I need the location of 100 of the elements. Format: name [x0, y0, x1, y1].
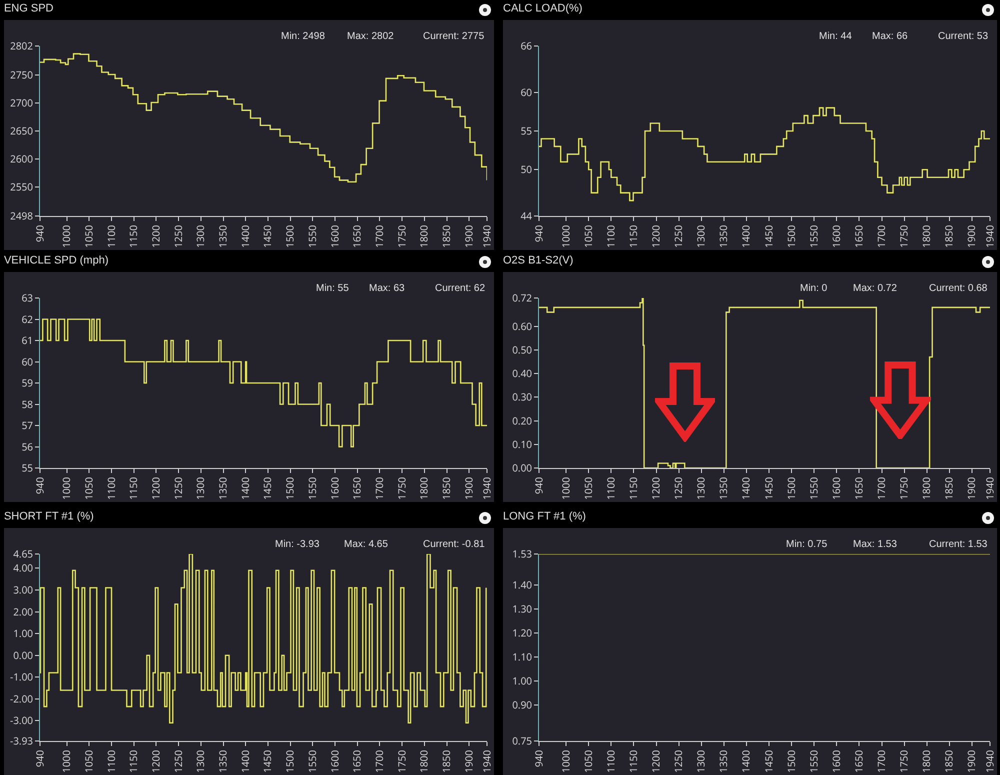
y-tick-label: 0.10 [512, 436, 532, 451]
y-tick-label: 61 [22, 333, 33, 347]
x-tick-label: 1050 [81, 750, 96, 773]
x-tick-label: 1250 [671, 224, 686, 248]
y-tick-label: 0.30 [512, 390, 532, 404]
text: Current: -0.81 [423, 539, 486, 550]
x-tick-label: 1650 [851, 476, 866, 500]
x-tick-label: 1300 [193, 476, 208, 500]
x-tick-label: 1400 [738, 224, 753, 248]
x-tick-label: 1800 [919, 750, 934, 773]
y-tick-label: 60 [520, 84, 532, 99]
chart-title: SHORT FT #1 (%) [4, 510, 94, 523]
x-tick-label: 1350 [216, 476, 230, 500]
x-tick-label: 1900 [461, 476, 476, 500]
text: Current: 62 [435, 283, 486, 294]
x-tick-label: 1850 [439, 476, 454, 500]
x-tick-label: 1300 [694, 476, 708, 500]
text: Max: 4.65 [344, 539, 388, 550]
x-tick-label: 1850 [439, 750, 454, 773]
y-tick-label: 2498 [10, 208, 34, 222]
x-tick-label: 1000 [558, 224, 572, 248]
x-tick-label: 1800 [416, 476, 431, 500]
x-tick-label: 1600 [828, 750, 843, 773]
x-tick-label: 1050 [580, 750, 595, 773]
x-tick-label: 1700 [372, 750, 386, 773]
x-tick-label: 1940 [479, 224, 494, 248]
x-tick-label: 1100 [104, 750, 118, 773]
x-tick-label: 1940 [479, 750, 494, 773]
x-tick-label: 1900 [461, 224, 476, 248]
y-tick-label: 1.53 [512, 546, 532, 560]
x-tick-label: 1900 [964, 476, 978, 500]
y-tick-label: 4.65 [13, 546, 34, 560]
y-tick-label: 1.30 [512, 602, 532, 616]
y-tick-label: 0.72 [512, 290, 532, 304]
x-tick-label: 940 [32, 224, 46, 242]
y-tick-label: 1.10 [512, 650, 532, 664]
y-tick-label: -2.00 [10, 691, 34, 706]
x-tick-label: 1250 [170, 750, 185, 773]
x-tick-label: 1750 [394, 750, 408, 773]
y-tick-label: 0.20 [512, 413, 532, 428]
y-tick-label: 66 [520, 38, 532, 52]
x-tick-label: 1500 [784, 750, 798, 773]
x-tick-label: 1050 [580, 476, 595, 500]
x-tick-label: 1050 [81, 476, 96, 500]
x-tick-label: 1250 [170, 476, 185, 500]
x-tick-label: 1700 [874, 224, 888, 248]
x-tick-label: 1550 [806, 224, 820, 248]
x-tick-label: 1850 [942, 750, 956, 773]
x-tick-label: 1300 [193, 750, 208, 773]
x-tick-label: 1850 [942, 224, 956, 248]
y-tick-label: 1.00 [512, 674, 532, 688]
y-tick-label: 2700 [10, 96, 34, 110]
x-tick-label: 1550 [304, 224, 319, 248]
x-tick-label: 1400 [238, 476, 252, 500]
text: Current: 2775 [423, 31, 485, 42]
x-tick-label: 1500 [784, 224, 798, 248]
chart-title: ENG SPD [4, 2, 54, 14]
x-tick-label: 1400 [738, 476, 753, 500]
x-tick-label: 1650 [350, 750, 364, 773]
text: Min: 0 [800, 283, 828, 294]
x-tick-label: 1600 [828, 224, 843, 248]
y-tick-label: 62 [22, 312, 34, 326]
x-tick-label: 1350 [716, 224, 730, 248]
x-tick-label: 1400 [238, 750, 252, 773]
x-tick-label: 1900 [964, 224, 978, 248]
x-tick-label: 1150 [126, 476, 140, 500]
x-tick-label: 1750 [896, 224, 911, 248]
chart-title: CALC LOAD(%) [503, 2, 582, 14]
x-tick-label: 1600 [327, 750, 342, 773]
x-tick-label: 1150 [126, 224, 140, 248]
x-tick-label: 1600 [327, 476, 342, 500]
text: Min: 44 [819, 31, 852, 42]
x-tick-label: 1000 [59, 750, 74, 773]
x-tick-label: 1800 [919, 224, 934, 248]
y-tick-label: 57 [22, 418, 34, 432]
y-tick-label: 0.00 [13, 648, 34, 662]
x-tick-label: 1300 [694, 224, 708, 248]
text: Current: 1.53 [929, 539, 988, 550]
text: Current: 0.68 [929, 283, 988, 294]
x-tick-label: 1200 [648, 750, 663, 773]
y-tick-label: 50 [520, 162, 532, 176]
y-tick-label: 0.40 [512, 366, 532, 380]
x-tick-label: 1900 [964, 750, 978, 773]
text: Max: 2802 [347, 31, 394, 42]
x-tick-label: 1100 [603, 224, 618, 248]
y-tick-label: 2550 [10, 179, 34, 194]
x-tick-label: 1450 [260, 224, 274, 248]
x-tick-label: 1750 [394, 476, 408, 500]
x-tick-label: 1250 [671, 750, 686, 773]
x-tick-label: 1400 [238, 224, 252, 248]
x-tick-label: 1650 [851, 224, 866, 248]
x-tick-label: 1850 [439, 224, 454, 248]
x-tick-label: 940 [32, 476, 46, 494]
x-tick-label: 1350 [216, 224, 230, 248]
x-tick-label: 1050 [580, 224, 595, 248]
x-tick-label: 1650 [350, 224, 364, 248]
y-tick-label: 2650 [10, 124, 34, 138]
x-tick-label: 1350 [716, 750, 730, 773]
y-tick-label: -3.93 [10, 734, 34, 748]
chart-title: VEHICLE SPD (mph) [4, 254, 109, 266]
